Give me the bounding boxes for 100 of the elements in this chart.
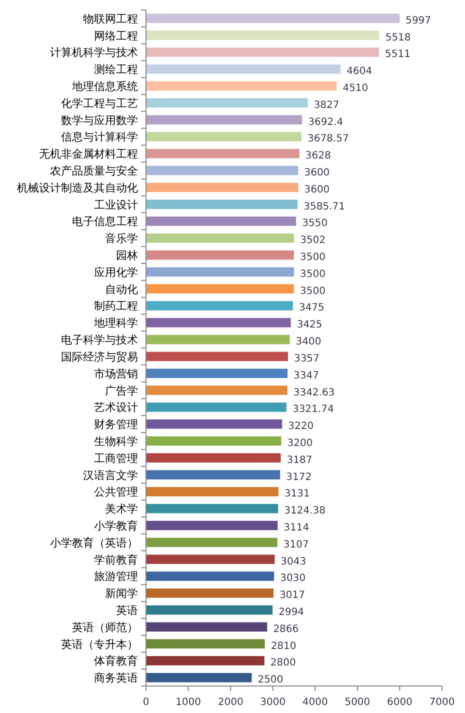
bar [146, 453, 281, 463]
y-tick-label: 艺术设计 [94, 401, 138, 414]
data-label: 3187 [286, 454, 312, 466]
bar [146, 301, 293, 310]
data-label: 3124.38 [284, 506, 326, 517]
data-label: 3600 [304, 184, 330, 196]
y-tick-label: 工商管理 [94, 452, 138, 465]
y-tick-label: 制药工程 [94, 300, 138, 313]
bar [146, 656, 264, 666]
data-label: 3475 [298, 302, 324, 314]
data-label: 3500 [300, 252, 326, 264]
y-tick-label: 应用化学 [94, 266, 138, 279]
x-tick-label: 3000 [260, 697, 286, 708]
y-tick-label: 自动化 [105, 282, 138, 296]
x-tick-label: 2000 [218, 697, 244, 708]
data-label: 5511 [385, 49, 410, 60]
y-tick-label: 广告学 [105, 384, 138, 398]
y-tick-label: 无机非金属材料工程 [39, 148, 138, 161]
x-tick-label: 1000 [176, 697, 202, 708]
y-tick-label: 地理信息系统 [71, 80, 138, 93]
bar [146, 148, 300, 158]
bar [146, 672, 252, 682]
data-label: 2810 [270, 640, 296, 652]
data-label: 3030 [280, 573, 306, 584]
data-label: 3342.63 [293, 387, 335, 398]
bar [146, 182, 298, 192]
bar [146, 436, 282, 446]
y-tick-label: 国际经济与贸易 [61, 350, 138, 364]
bar [146, 504, 278, 514]
bar [146, 419, 282, 429]
bar [146, 64, 341, 74]
bar [146, 14, 400, 24]
bar [146, 200, 298, 209]
bar [146, 386, 288, 395]
y-tick-label: 农产品质量与安全 [50, 164, 138, 178]
x-tick-label: 7000 [429, 697, 455, 708]
data-label: 3114 [284, 522, 310, 534]
bar [146, 48, 380, 57]
data-label: 3502 [300, 235, 326, 246]
y-tick-label: 计算机科学与技术 [50, 46, 138, 60]
bar [146, 334, 290, 344]
bar [146, 368, 288, 378]
bar [146, 284, 294, 294]
y-tick-label: 小学教育 [94, 519, 138, 532]
y-tick-label: 公共管理 [94, 486, 138, 499]
bar [146, 520, 278, 530]
y-tick-label: 英语（专升本） [61, 638, 138, 651]
bar [146, 487, 278, 496]
data-label: 3600 [304, 168, 330, 179]
x-tick-label: 0 [142, 697, 150, 708]
y-tick-label: 学前教育 [94, 553, 138, 566]
y-tick-label: 市场营销 [94, 367, 138, 380]
data-label: 3628 [305, 150, 331, 162]
y-tick-label: 美术学 [105, 502, 138, 516]
data-label: 3692.4 [308, 116, 344, 128]
y-tick-label: 英语（师范） [72, 620, 138, 634]
y-tick-label: 生物科学 [94, 434, 138, 448]
data-label: 2866 [273, 624, 299, 635]
data-label: 3131 [284, 488, 310, 500]
bar [146, 250, 294, 260]
data-label: 3400 [296, 336, 322, 348]
bar [146, 98, 308, 108]
bar [146, 588, 274, 598]
x-tick-label: 4000 [302, 697, 328, 708]
data-label: 2994 [278, 607, 304, 618]
y-tick-label: 音乐学 [105, 232, 138, 246]
y-tick-label: 新闻学 [105, 587, 138, 600]
data-label: 3425 [296, 320, 322, 331]
bar [146, 318, 291, 328]
data-label: 4604 [346, 66, 372, 78]
data-label: 4510 [342, 82, 368, 94]
y-tick-label: 电子信息工程 [72, 215, 138, 228]
y-tick-label: 网络工程 [94, 29, 138, 42]
bar [146, 352, 288, 362]
x-tick-label: 5000 [344, 697, 370, 708]
y-tick-label: 测绘工程 [94, 63, 138, 76]
data-label: 3017 [280, 590, 306, 602]
bar [146, 622, 268, 632]
y-tick-label: 电子科学与技术 [61, 334, 138, 347]
data-label: 3585.71 [304, 201, 345, 212]
y-tick-label: 信息与计算科学 [61, 130, 138, 144]
bar [146, 639, 265, 648]
data-label: 3500 [300, 268, 326, 280]
y-tick-label: 旅游管理 [94, 570, 138, 584]
y-tick-label: 化学工程与工艺 [61, 96, 138, 110]
data-label: 3220 [288, 421, 314, 432]
data-label: 2800 [270, 658, 296, 669]
bar [146, 470, 280, 480]
data-label: 5997 [406, 15, 432, 26]
bar [146, 132, 302, 142]
data-label: 5518 [385, 32, 411, 44]
bar [146, 554, 275, 564]
data-label: 3678.57 [308, 134, 349, 145]
y-tick-label: 物联网工程 [83, 12, 138, 26]
y-tick-label: 商务英语 [94, 672, 138, 685]
y-tick-label: 财务管理 [94, 418, 138, 432]
bar [146, 572, 274, 581]
data-label: 3347 [294, 370, 319, 382]
bar [146, 402, 286, 412]
y-tick-label: 体育教育 [94, 654, 138, 668]
